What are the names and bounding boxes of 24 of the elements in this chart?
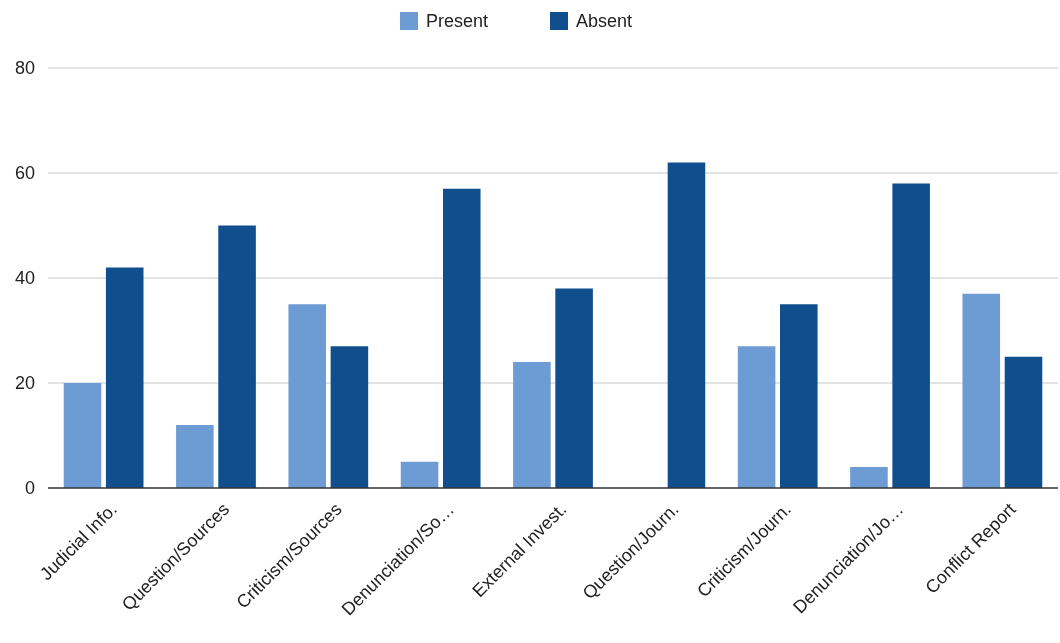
bar (442, 188, 481, 488)
bar (962, 293, 1001, 488)
bar (105, 267, 144, 488)
bar (176, 425, 214, 488)
bar (780, 304, 818, 488)
bar (330, 346, 369, 488)
y-tick-label: 20 (14, 373, 35, 394)
bar (892, 183, 930, 488)
bar (1004, 356, 1043, 488)
y-tick-label: 0 (24, 478, 35, 499)
bar (850, 467, 888, 488)
y-tick-label: 40 (14, 268, 35, 289)
bar (737, 346, 776, 488)
bar (513, 362, 551, 488)
legend-label: Absent (576, 11, 633, 32)
bar (400, 461, 439, 488)
y-tick-label: 60 (14, 163, 35, 184)
y-tick-label: 80 (14, 58, 35, 79)
bar (667, 162, 706, 488)
bar (63, 383, 102, 488)
bar (555, 288, 593, 488)
legend-label: Present (426, 11, 489, 32)
bar (218, 225, 256, 488)
bar (288, 304, 326, 488)
